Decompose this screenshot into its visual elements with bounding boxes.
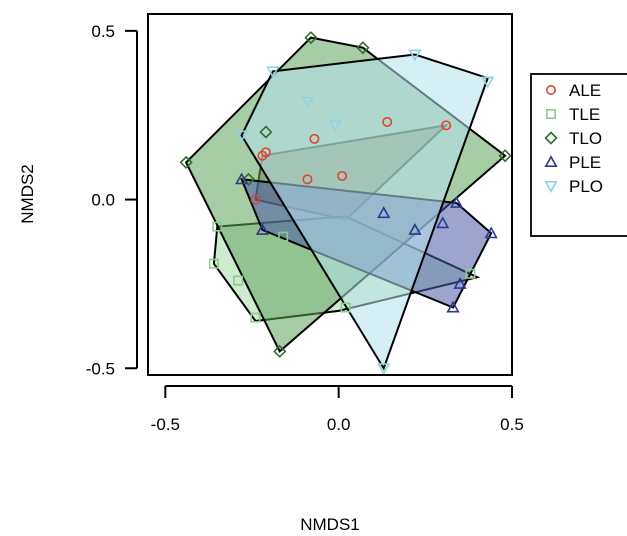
point-plo-7 bbox=[377, 363, 391, 376]
point-ple-1 bbox=[235, 172, 249, 185]
point-ale-6 bbox=[302, 174, 313, 185]
y-axis: -0.5 0.0 0.5 bbox=[86, 22, 138, 378]
legend-label-plo: PLO bbox=[569, 177, 603, 196]
point-tle-6 bbox=[312, 282, 323, 293]
legend-label-tlo: TLO bbox=[569, 129, 602, 148]
point-plo-5 bbox=[328, 120, 342, 133]
point-ale-2 bbox=[257, 150, 268, 161]
point-ple-4 bbox=[408, 223, 422, 235]
point-plo-3 bbox=[481, 76, 495, 89]
point-tle-1 bbox=[212, 221, 223, 232]
x-tick-label: -0.5 bbox=[151, 415, 180, 434]
y-tick-label: 0.5 bbox=[91, 22, 115, 41]
point-ale-8 bbox=[250, 194, 261, 205]
point-tle-5 bbox=[278, 231, 289, 242]
hull-plo bbox=[240, 53, 489, 371]
point-tlo-3 bbox=[356, 41, 370, 55]
legend: ALE TLE TLO PLE PLO bbox=[530, 73, 627, 237]
point-plo-6 bbox=[235, 130, 249, 143]
y-tick-label: -0.5 bbox=[86, 359, 115, 378]
point-tle-9 bbox=[465, 268, 476, 279]
legend-marker-ple bbox=[544, 155, 558, 167]
x-tick-label: 0.0 bbox=[327, 415, 351, 434]
point-tlo-7 bbox=[241, 172, 256, 186]
point-ale-4 bbox=[382, 116, 393, 127]
x-tick-label: 0.5 bbox=[500, 415, 524, 434]
legend-label-ale: ALE bbox=[569, 81, 601, 100]
point-tlo-1 bbox=[179, 155, 193, 170]
point-tlo-6 bbox=[273, 344, 287, 358]
legend-box bbox=[530, 73, 627, 237]
point-plo-1 bbox=[266, 66, 280, 79]
plot-frame bbox=[147, 13, 513, 376]
point-tle-3 bbox=[233, 275, 244, 286]
point-ple-6 bbox=[449, 196, 464, 208]
point-ple-5 bbox=[436, 216, 450, 229]
point-plo-4 bbox=[300, 96, 315, 109]
legend-marker-plo bbox=[544, 181, 558, 193]
legend-marker-tlo bbox=[544, 131, 558, 145]
legend-marker-ale bbox=[545, 85, 556, 96]
x-axis: -0.5 0.0 0.5 bbox=[151, 385, 524, 434]
point-tle-2 bbox=[208, 258, 219, 269]
y-tick-label: 0.0 bbox=[91, 191, 115, 210]
legend-marker-tle bbox=[545, 109, 556, 120]
point-tlo-2 bbox=[304, 31, 318, 45]
point-ple-9 bbox=[446, 300, 460, 313]
point-layer bbox=[179, 31, 512, 376]
hull-layer bbox=[184, 36, 507, 371]
point-tle-7 bbox=[250, 312, 261, 323]
point-ple-3 bbox=[377, 206, 391, 219]
point-ale-5 bbox=[441, 120, 452, 131]
point-ple-8 bbox=[453, 277, 467, 289]
point-plo-2 bbox=[408, 49, 422, 62]
point-ple-7 bbox=[484, 226, 498, 239]
point-tlo-5 bbox=[259, 125, 273, 139]
legend-label-ple: PLE bbox=[569, 153, 601, 172]
point-tlo-4 bbox=[498, 149, 512, 163]
x-axis-label: NMDS1 bbox=[300, 515, 360, 534]
point-ale-3 bbox=[309, 133, 320, 144]
point-tle-4 bbox=[260, 258, 271, 269]
point-tle-8 bbox=[340, 302, 351, 313]
y-axis-label: NMDS2 bbox=[18, 164, 37, 224]
legend-label-tle: TLE bbox=[569, 105, 600, 124]
point-ale-7 bbox=[337, 170, 348, 181]
point-ple-2 bbox=[255, 223, 270, 235]
